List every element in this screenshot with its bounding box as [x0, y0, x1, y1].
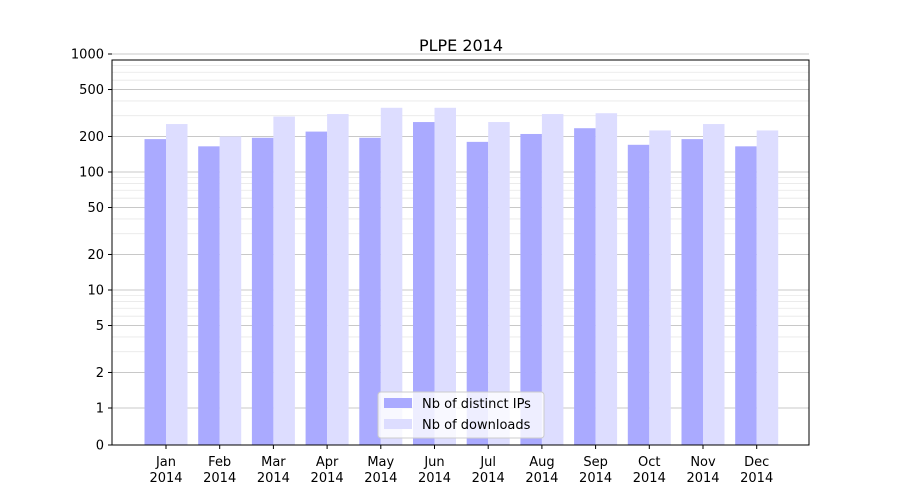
bar-downloads-5: [380, 107, 403, 445]
bar-downloads-7: [488, 122, 510, 446]
legend-swatch-downloads: [384, 419, 412, 429]
x-tick-label: Jun 2014: [418, 455, 451, 486]
y-tick-label: 100: [79, 166, 104, 181]
bar-downloads-8: [541, 114, 564, 445]
x-tick-label: Aug 2014: [525, 455, 558, 486]
bar-downloads-1: [166, 124, 188, 445]
bars: [144, 107, 779, 446]
x-tick-label: May 2014: [364, 455, 397, 486]
x-tick-label: Apr 2014: [311, 455, 344, 486]
y-tick-label: 0: [96, 439, 104, 454]
bar-distinct-ips-10: [627, 144, 650, 446]
bar-downloads-9: [595, 113, 618, 446]
bar-distinct-ips-9: [574, 128, 596, 445]
y-tick-label: 500: [79, 83, 104, 98]
bar-distinct-ips-6: [413, 122, 435, 446]
bar-distinct-ips-8: [520, 133, 542, 445]
bar-distinct-ips-11: [681, 139, 703, 446]
legend-label-downloads: Nb of downloads: [422, 418, 531, 433]
x-tick-label: Feb 2014: [203, 455, 236, 486]
bar-distinct-ips-3: [251, 137, 274, 445]
bar-downloads-6: [434, 107, 456, 445]
x-axis-ticks: Jan 2014 Feb 2014 Mar 2014 Apr 2014 May 2014 Jun 20…: [149, 445, 773, 486]
y-axis-ticks: 0 1 2 5 10 20 50 100 200 500 1000: [71, 48, 112, 454]
plot-area-frame: [111, 59, 810, 446]
x-tick-label: Oct 2014: [633, 455, 666, 486]
chart-title: PLPE 2014: [419, 36, 503, 55]
bar-downloads-2: [219, 136, 242, 445]
bar-downloads-12: [756, 130, 779, 446]
x-tick-label: Mar 2014: [257, 455, 290, 486]
y-tick-label: 20: [87, 248, 104, 263]
bar-distinct-ips-2: [198, 146, 220, 445]
bar-downloads-4: [327, 114, 349, 445]
y-tick-label: 5: [96, 319, 104, 334]
bar-distinct-ips-4: [305, 131, 328, 445]
x-tick-label: Sep 2014: [579, 455, 612, 486]
legend-swatch-distinct-ips: [384, 398, 412, 408]
y-tick-label: 1000: [71, 48, 104, 63]
y-tick-label: 50: [87, 201, 104, 216]
legend-box: [377, 391, 545, 439]
y-tick-label: 10: [87, 284, 104, 299]
y-tick-label: 1: [96, 402, 104, 417]
x-tick-label: Dec 2014: [740, 455, 773, 486]
y-tick-label: 200: [79, 130, 104, 145]
bar-distinct-ips-7: [466, 141, 489, 445]
bar-distinct-ips-12: [735, 146, 757, 445]
bar-downloads-11: [703, 124, 725, 445]
x-tick-label: Jan 2014: [149, 455, 182, 486]
bar-distinct-ips-1: [144, 139, 166, 446]
x-tick-label: Nov 2014: [686, 455, 719, 486]
legend: Nb of distinct IPs Nb of downloads: [377, 391, 545, 439]
legend-label-distinct-ips: Nb of distinct IPs: [422, 397, 531, 412]
bar-downloads-10: [649, 130, 671, 446]
bar-distinct-ips-5: [359, 137, 381, 445]
x-tick-label: Jul 2014: [472, 455, 505, 486]
y-tick-label: 2: [96, 366, 104, 381]
bar-downloads-3: [273, 116, 295, 445]
